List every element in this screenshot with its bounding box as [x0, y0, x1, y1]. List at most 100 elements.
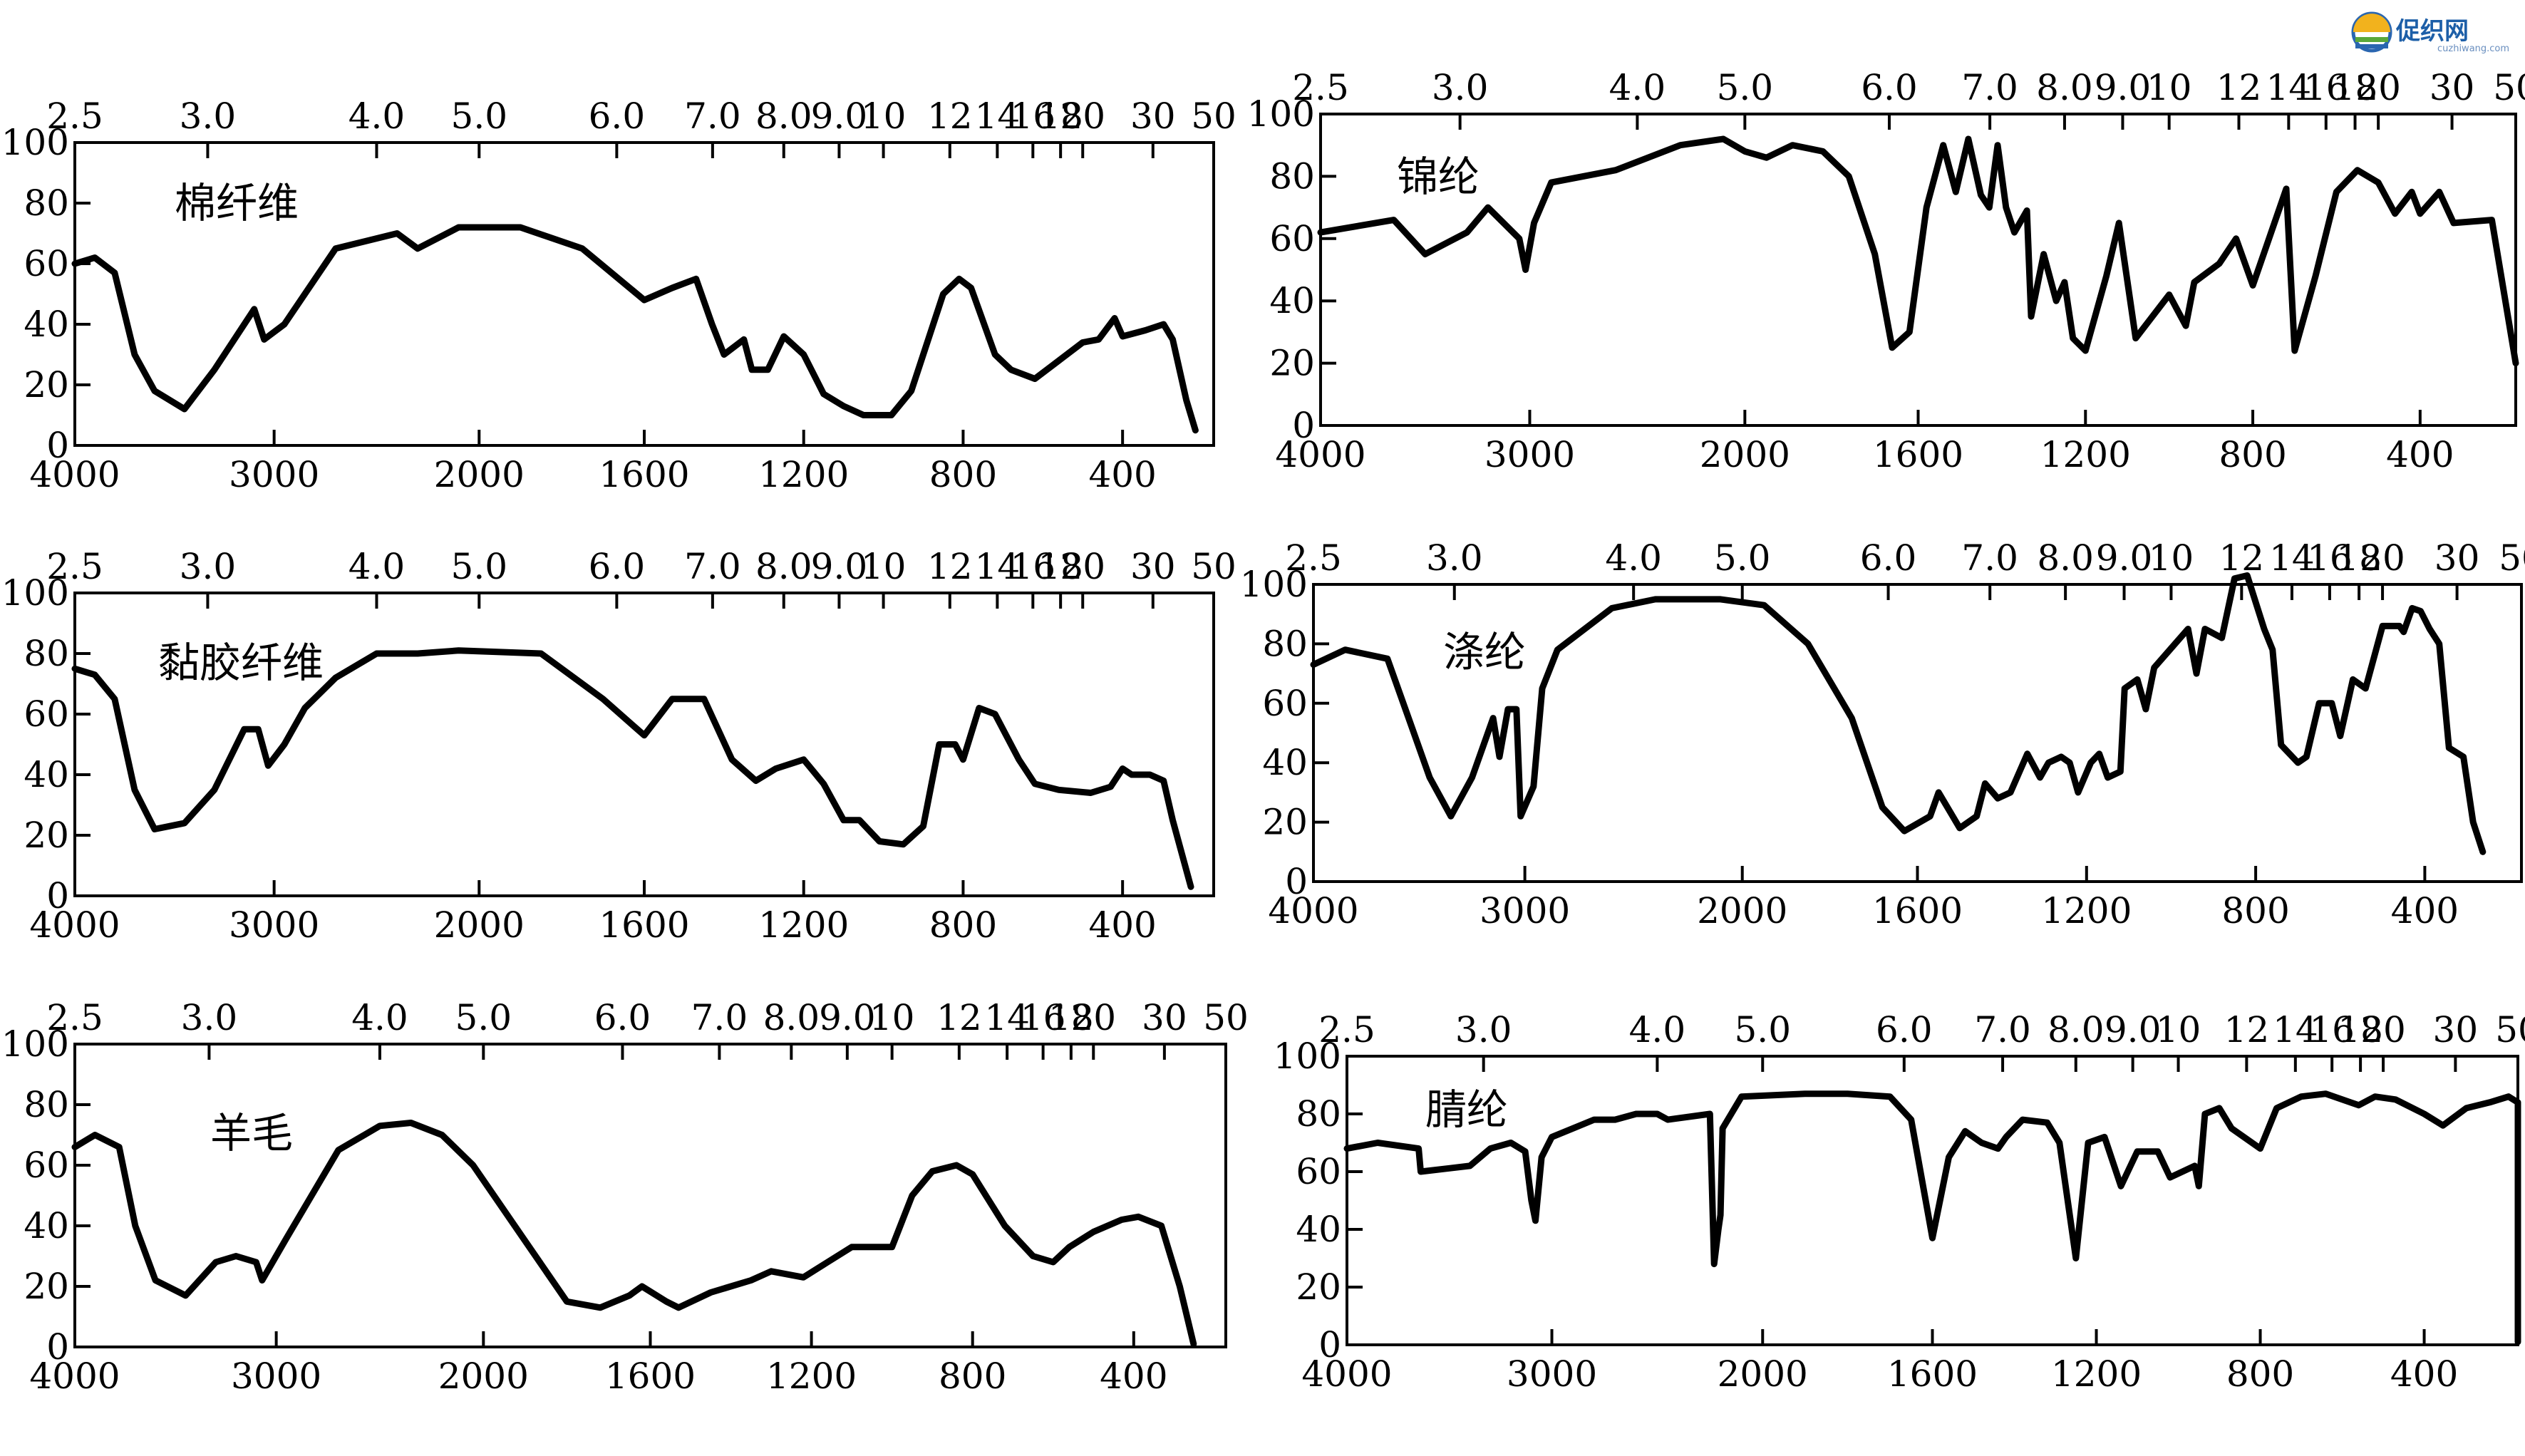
- top-tick-label: 50: [1191, 546, 1236, 587]
- plot-frame: [73, 1043, 1227, 1348]
- x-tick-label: 1200: [2040, 434, 2131, 475]
- top-tick-label: 10: [2149, 537, 2194, 579]
- top-tick-label: 8.0: [763, 997, 820, 1038]
- x-tick-label: 1200: [758, 904, 849, 946]
- y-tick-label: 60: [1296, 1151, 1341, 1192]
- x-tick-label: 4000: [1301, 1353, 1392, 1395]
- x-tick-label: 400: [1100, 1356, 1167, 1397]
- top-tick-label: 8.0: [755, 546, 812, 587]
- x-tick-label: 1600: [599, 904, 689, 946]
- top-tick-label: 7.0: [1961, 67, 2018, 108]
- top-tick-label: 3.0: [1426, 537, 1483, 579]
- x-tick-label: 2000: [1697, 890, 1787, 931]
- y-tick-label: 0: [1292, 405, 1315, 446]
- top-tick-label: 14: [984, 997, 1030, 1038]
- top-tick-label: 8.0: [2037, 537, 2094, 579]
- y-tick-label: 100: [1240, 564, 1308, 605]
- x-tick-label: 400: [2390, 1353, 2458, 1395]
- y-tick-label: 80: [1262, 623, 1308, 664]
- top-tick-label: 5.0: [451, 95, 508, 137]
- top-tick-label: 12: [936, 997, 982, 1038]
- y-tick-label: 60: [24, 1145, 69, 1186]
- top-tick-label: 3.0: [181, 997, 238, 1038]
- top-tick-label: 5.0: [1734, 1009, 1791, 1050]
- top-tick-label: 12: [927, 95, 973, 137]
- x-tick-label: 1600: [1873, 434, 1963, 475]
- y-tick-label: 20: [24, 815, 69, 856]
- y-tick-label: 100: [1, 1023, 69, 1065]
- y-tick-label: 100: [1274, 1036, 1341, 1077]
- x-tick-label: 4000: [29, 1356, 120, 1397]
- top-tick-label: 2.5: [46, 546, 103, 587]
- top-tick-label: 18: [1048, 997, 1094, 1038]
- site-logo: 促织网 cuzhiwang.com: [2351, 11, 2509, 54]
- top-tick-label: 30: [2434, 537, 2480, 579]
- y-tick-label: 20: [1262, 802, 1308, 843]
- x-tick-label: 1600: [599, 454, 689, 495]
- y-tick-label: 40: [1262, 742, 1308, 783]
- y-tick-label: 0: [46, 1326, 69, 1368]
- spectrum-panel: 0 20 40 60 80 100 4000 3000 2000 1600 1200 800 400 2.…: [1, 997, 1249, 1397]
- top-tick-label: 9.0: [2105, 1009, 2162, 1050]
- logo-emblem-icon: [2351, 11, 2392, 53]
- y-tick-label: 40: [1296, 1209, 1341, 1250]
- spectrum-panel: 0 20 40 60 80 100 4000 3000 2000 1600 1200 800 400 2.…: [1247, 67, 2525, 475]
- y-tick-label: 60: [1269, 218, 1315, 259]
- top-tick-label: 14: [975, 95, 1021, 137]
- top-tick-label: 2.5: [46, 95, 103, 137]
- logo-title: 促织网: [2395, 17, 2469, 46]
- y-tick-label: 40: [24, 304, 69, 345]
- top-tick-label: 6.0: [1876, 1009, 1933, 1050]
- top-tick-label: 10: [2156, 1009, 2201, 1050]
- x-tick-label: 3000: [229, 904, 319, 946]
- logo-subtitle: cuzhiwang.com: [2437, 43, 2509, 54]
- top-tick-label: 9.0: [819, 997, 876, 1038]
- top-tick-label: 4.0: [1605, 537, 1662, 579]
- y-tick-label: 40: [1269, 280, 1315, 321]
- y-tick-label: 0: [46, 425, 69, 466]
- x-tick-label: 800: [2226, 1353, 2294, 1395]
- top-tick-label: 3.0: [180, 546, 237, 587]
- top-tick-label: 12: [2216, 67, 2262, 108]
- spectrum-line: [71, 224, 1199, 434]
- x-tick-label: 4000: [29, 454, 120, 495]
- panel-title: 锦纶: [1397, 153, 1480, 201]
- top-tick-label: 5.0: [1717, 67, 1774, 108]
- y-tick-label: 20: [24, 1266, 69, 1307]
- x-tick-label: 2000: [434, 454, 525, 495]
- x-tick-label: 1600: [1872, 890, 1963, 931]
- y-tick-label: 40: [24, 1205, 69, 1246]
- x-tick-label: 1200: [2041, 890, 2132, 931]
- x-tick-label: 400: [1088, 904, 1156, 946]
- spectrum-panel: 0 20 40 60 80 100 4000 3000 2000 1600 1200 800 400 2.…: [1240, 537, 2525, 931]
- x-tick-label: 4000: [1268, 890, 1358, 931]
- top-tick-label: 30: [2433, 1009, 2479, 1050]
- top-tick-label: 14: [975, 546, 1021, 587]
- spectrum-panel: 0 20 40 60 80 100 4000 3000 2000 1600 1200 800 400 2.…: [1274, 1009, 2525, 1395]
- top-tick-label: 6.0: [594, 997, 651, 1038]
- top-tick-label: 50: [1203, 997, 1249, 1038]
- top-tick-label: 16: [2307, 537, 2353, 579]
- top-tick-label: 18: [1038, 95, 1083, 137]
- y-tick-label: 80: [1296, 1093, 1341, 1135]
- spectrum-panel: 0 20 40 60 80 100 4000 3000 2000 1600 1200 800 400 2.…: [1, 546, 1236, 946]
- y-tick-label: 0: [1285, 861, 1308, 902]
- y-tick-label: 60: [24, 243, 69, 284]
- top-tick-label: 18: [2336, 537, 2382, 579]
- y-tick-label: 60: [24, 693, 69, 735]
- top-tick-label: 20: [2360, 1009, 2406, 1050]
- top-tick-label: 12: [2219, 537, 2265, 579]
- top-tick-label: 4.0: [1629, 1009, 1686, 1050]
- top-tick-label: 30: [1130, 546, 1176, 587]
- top-tick-label: 4.0: [348, 95, 406, 137]
- top-tick-label: 20: [2355, 67, 2401, 108]
- top-tick-label: 6.0: [1861, 67, 1918, 108]
- top-tick-label: 2.5: [1285, 537, 1342, 579]
- top-tick-label: 16: [2309, 1009, 2355, 1050]
- spectrum-line: [1310, 572, 2487, 855]
- top-tick-label: 50: [2495, 1009, 2525, 1050]
- x-tick-label: 1600: [605, 1356, 696, 1397]
- y-tick-label: 80: [1269, 155, 1315, 197]
- y-tick-label: 20: [24, 364, 69, 406]
